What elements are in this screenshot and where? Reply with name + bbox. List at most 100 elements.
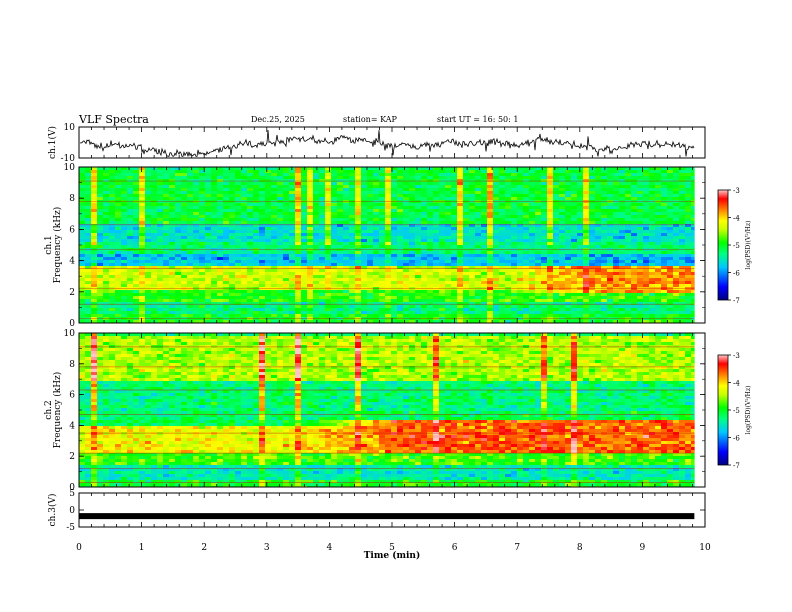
spectrogram-cell <box>619 293 626 297</box>
spectrogram-cell <box>79 281 86 285</box>
spectrogram-cell <box>373 293 380 297</box>
spectrogram-cell <box>511 251 518 255</box>
spectrogram-cell <box>295 296 302 300</box>
spectrogram-cell <box>241 260 248 264</box>
spectrogram-cell <box>421 176 428 180</box>
spectrogram-cell <box>529 167 536 171</box>
spectrogram-cell <box>475 194 482 198</box>
spectrogram-cell <box>613 305 620 309</box>
spectrogram-cell <box>79 314 86 318</box>
spectrogram-cell <box>457 215 464 219</box>
spectrogram-cell <box>631 203 638 207</box>
spectrogram-cell <box>163 266 170 270</box>
spectrogram-cell <box>121 236 128 240</box>
spectrogram-cell <box>271 278 278 282</box>
spectrogram-cell <box>103 224 110 228</box>
spectrogram-cell <box>349 188 356 192</box>
spectrogram-cell <box>547 185 554 189</box>
spectrogram-cell <box>79 275 86 279</box>
spectrogram-cell <box>457 257 464 261</box>
spectrogram-cell <box>475 284 482 288</box>
spectrogram-cell <box>541 188 548 192</box>
spectrogram-cell <box>307 236 314 240</box>
spectrogram-cell <box>403 320 410 324</box>
spectrogram-cell <box>643 173 650 177</box>
spectrogram-cell <box>97 281 104 285</box>
spectrogram-cell <box>457 254 464 258</box>
spectrogram-cell <box>607 194 614 198</box>
spectrogram-cell <box>271 293 278 297</box>
spectrogram-cell <box>343 272 350 276</box>
spectrogram-cell <box>133 176 140 180</box>
spectrogram-cell <box>307 296 314 300</box>
spectrogram-cell <box>589 299 596 303</box>
spectrogram-cell <box>175 281 182 285</box>
spectrogram-cell <box>475 245 482 249</box>
spectrogram-cell <box>517 269 524 273</box>
spectrogram-cell <box>211 233 218 237</box>
spectrogram-cell <box>247 176 254 180</box>
spectrogram-cell <box>259 245 266 249</box>
spectrogram-cell <box>637 230 644 234</box>
spectrogram-cell <box>643 263 650 267</box>
spectrogram-cell <box>595 176 602 180</box>
spectrogram-cell <box>421 194 428 198</box>
spectrogram-cell <box>451 311 458 315</box>
spectrogram-cell <box>451 206 458 210</box>
spectrogram-cell <box>451 182 458 186</box>
spectrogram-cell <box>409 194 416 198</box>
spectrogram-cell <box>601 182 608 186</box>
spectrogram-cell <box>385 299 392 303</box>
spectrogram-cell <box>349 311 356 315</box>
spectrogram-cell <box>205 278 212 282</box>
spectrogram-cell <box>247 242 254 246</box>
spectrogram-cell <box>637 266 644 270</box>
spectrogram-cell <box>427 281 434 285</box>
spectrogram-cell <box>187 272 194 276</box>
spectrogram-cell <box>409 224 416 228</box>
spectrogram-cell <box>577 284 584 288</box>
spectrogram-cell <box>361 278 368 282</box>
spectrogram-cell <box>175 269 182 273</box>
spectrogram-cell <box>385 239 392 243</box>
spectrogram-cell <box>187 314 194 318</box>
spectrogram-cell <box>115 242 122 246</box>
spectrogram-cell <box>331 236 338 240</box>
spectrogram-cell <box>517 320 524 324</box>
spectrogram-cell <box>145 236 152 240</box>
spectrogram-cell <box>229 203 236 207</box>
spectrogram-cell <box>457 251 464 255</box>
spectrogram-cell <box>619 320 626 324</box>
spectrogram-cell <box>145 224 152 228</box>
spectrogram-cell <box>427 221 434 225</box>
spectrogram-cell <box>283 170 290 174</box>
spectrogram-cell <box>583 203 590 207</box>
spectrogram-cell <box>301 254 308 258</box>
spectrogram-cell <box>235 272 242 276</box>
spectrogram-cell <box>565 284 572 288</box>
spectrogram-cell <box>199 311 206 315</box>
spectrogram-cell <box>145 293 152 297</box>
spectrogram-cell <box>523 224 530 228</box>
spectrogram-cell <box>607 224 614 228</box>
spectrogram-cell <box>325 209 332 213</box>
spectrogram-cell <box>475 167 482 171</box>
spectrogram-cell <box>307 167 314 171</box>
spectrogram-cell <box>457 284 464 288</box>
spectrogram-cell <box>91 188 98 192</box>
spectrogram-cell <box>517 173 524 177</box>
spectrogram-cell <box>217 221 224 225</box>
spectrogram-cell <box>235 314 242 318</box>
spectrogram-cell <box>205 188 212 192</box>
spectrogram-cell <box>319 236 326 240</box>
spectrogram-cell <box>175 266 182 270</box>
spectrogram-cell <box>445 263 452 267</box>
spectrogram-cell <box>463 251 470 255</box>
spectrogram-cell <box>403 290 410 294</box>
spectrogram-cell <box>103 209 110 213</box>
spectrogram-cell <box>427 299 434 303</box>
spectrogram-cell <box>385 209 392 213</box>
spectrogram-cell <box>139 203 146 207</box>
spectrogram-cell <box>463 215 470 219</box>
spectrogram-cell <box>133 209 140 213</box>
